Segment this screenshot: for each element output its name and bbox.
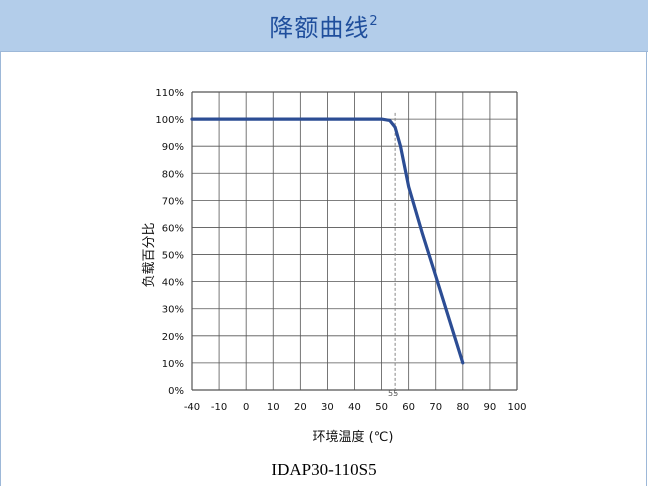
x-tick-label: 0 <box>243 402 249 413</box>
x-tick-label: 100 <box>507 402 526 413</box>
panel-header: 降额曲线2 <box>0 0 648 52</box>
y-tick-label: 90% <box>162 142 184 153</box>
y-tick-label: 110% <box>155 88 184 99</box>
y-tick-label: 20% <box>162 332 184 343</box>
y-tick-label: 70% <box>162 196 184 207</box>
derating-chart: 55 0% 10% 20% 30% 40% 50% 60% 70% 80% 90% 100% 110%… <box>142 88 527 445</box>
y-tick-label: 80% <box>162 169 184 180</box>
annotation-label: 55 <box>388 389 398 398</box>
x-tick-label: 40 <box>348 402 361 413</box>
y-tick-label: 50% <box>162 251 184 262</box>
chart-annotation: 55 <box>388 112 398 398</box>
y-tick-label: 100% <box>155 115 184 126</box>
x-tick-label: 80 <box>456 402 469 413</box>
y-axis-label: 负载百分比 <box>142 222 157 287</box>
x-tick-label: 20 <box>294 402 307 413</box>
chart-series <box>190 117 465 365</box>
y-tick-label: 40% <box>162 278 184 289</box>
x-tick-label: 60 <box>402 402 415 413</box>
y-tick-label: 10% <box>162 359 184 370</box>
series-line <box>190 117 465 365</box>
x-tick-label: -40 <box>184 402 200 413</box>
panel-title: 降额曲线2 <box>269 8 378 43</box>
x-tick-label: 50 <box>375 402 388 413</box>
chart-grid <box>191 91 518 391</box>
panel-title-text: 降额曲线 <box>269 14 370 42</box>
x-axis-label: 环境温度 (℃) <box>313 429 394 445</box>
x-tick-label: -10 <box>211 402 227 413</box>
model-caption: IDAP30-110S5 <box>271 460 377 479</box>
x-tick-label: 30 <box>321 402 334 413</box>
title-footnote-mark: 2 <box>369 14 379 29</box>
x-tick-label: 90 <box>484 402 497 413</box>
y-tick-label: 60% <box>162 223 184 234</box>
chart-ticks: 0% 10% 20% 30% 40% 50% 60% 70% 80% 90% 100% 110% -40… <box>155 88 526 413</box>
y-tick-label: 30% <box>162 305 184 316</box>
y-tick-label: 0% <box>168 386 184 397</box>
x-tick-label: 70 <box>429 402 442 413</box>
x-tick-label: 10 <box>267 402 280 413</box>
